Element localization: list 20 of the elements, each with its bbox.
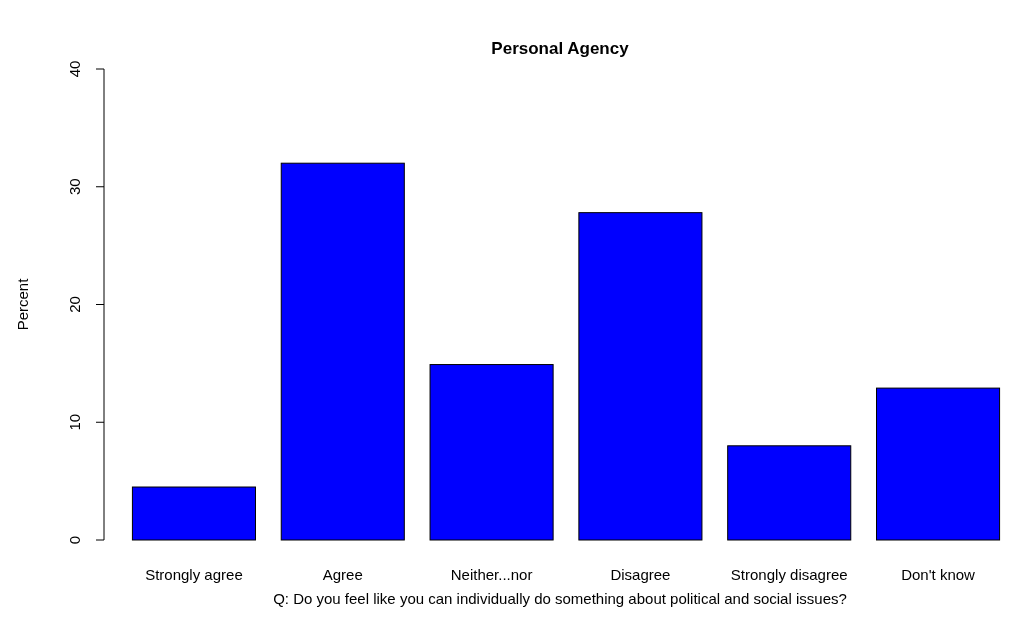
bar [429, 364, 554, 541]
y-axis-title: Percent [14, 277, 31, 331]
bar [578, 212, 703, 541]
x-axis-title: Q: Do you feel like you can individually do something about political and social issues? [273, 590, 847, 607]
chart-title: Personal Agency [491, 39, 630, 58]
x-tick-label: Strongly disagree [730, 566, 848, 583]
x-tick-label: Don't know [901, 566, 976, 583]
bar [131, 486, 256, 541]
x-tick-label: Disagree [610, 566, 671, 583]
y-tick-label: 20 [65, 296, 83, 313]
y-tick-label: 0 [65, 535, 83, 545]
bar [280, 162, 405, 541]
y-tick-label: 40 [65, 60, 83, 78]
y-tick-label: 10 [65, 413, 83, 431]
bar [876, 387, 1001, 541]
y-tick-label: 30 [65, 178, 83, 196]
bar [727, 445, 852, 541]
x-tick-label: Agree [322, 566, 363, 583]
x-tick-label: Neither...nor [450, 566, 533, 583]
x-tick-label: Strongly agree [145, 566, 243, 583]
